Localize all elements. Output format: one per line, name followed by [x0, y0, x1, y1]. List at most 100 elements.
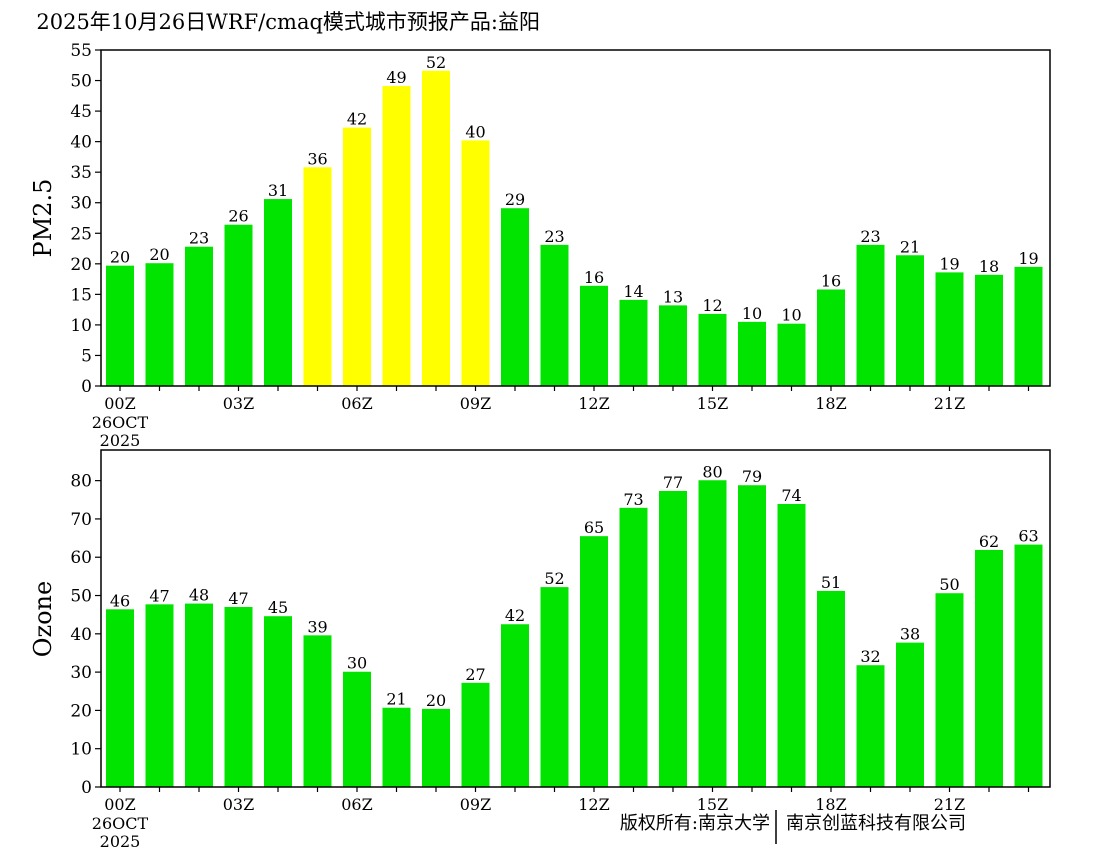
ozone-value-label: 80	[702, 462, 722, 481]
ozone-x-tick-label: 06Z	[341, 795, 372, 814]
pm25-value-label: 16	[584, 268, 604, 287]
pm25-y-tick-label: 35	[70, 163, 92, 183]
pm25-value-label: 18	[979, 257, 999, 276]
ozone-value-label: 38	[900, 625, 920, 644]
pm25-bar	[303, 167, 332, 386]
pm25-value-label: 10	[781, 306, 801, 325]
pm25-value-label: 52	[426, 53, 446, 72]
ozone-bar	[224, 607, 253, 787]
ozone-bar	[619, 507, 648, 787]
ozone-y-tick-label: 80	[70, 472, 92, 492]
pm25-bar	[935, 272, 964, 386]
pm25-bar	[975, 274, 1003, 386]
pm25-y-tick-label: 10	[70, 316, 92, 336]
ozone-value-label: 45	[268, 598, 288, 617]
pm25-value-label: 26	[228, 207, 248, 226]
ozone-x-tick-label: 00Z	[104, 795, 135, 814]
pm25-value-label: 23	[544, 227, 564, 246]
pm25-value-label: 19	[1018, 249, 1038, 268]
pm25-bar	[856, 244, 885, 386]
ozone-value-label: 32	[860, 647, 880, 666]
ozone-value-label: 20	[426, 691, 446, 710]
pm25-value-label: 19	[939, 254, 959, 273]
ozone-bar	[777, 503, 806, 787]
ozone-value-label: 73	[623, 490, 643, 509]
ozone-value-label: 27	[465, 665, 485, 684]
pm25-bar	[896, 255, 924, 386]
ozone-bar	[1014, 544, 1043, 787]
pm25-bar	[185, 246, 213, 386]
ozone-bar	[698, 480, 727, 787]
pm25-chart: 20 20 23 26 31 36 42 49 52 40 29 23 16 14 13 12 10 10 16 23…	[29, 41, 1051, 450]
ozone-value-label: 47	[149, 586, 169, 605]
pm25-y-tick-label: 40	[70, 133, 92, 153]
pm25-x-tick-label: 06Z	[341, 394, 372, 413]
ozone-bar	[145, 604, 174, 787]
pm25-bar	[698, 313, 727, 386]
pm25-x-tick-label: 21Z	[934, 394, 965, 413]
ozone-value-label: 63	[1018, 527, 1038, 546]
ozone-bar	[185, 603, 213, 787]
ozone-x-date-label: 26OCT	[92, 814, 149, 833]
ozone-bar	[580, 536, 608, 787]
pm25-value-label: 23	[189, 229, 209, 248]
pm25-x-date-label: 26OCT	[92, 413, 149, 432]
pm25-y-tick-label: 55	[70, 41, 92, 61]
pm25-bar	[106, 265, 134, 386]
pm25-bar	[461, 140, 490, 386]
ozone-value-label: 46	[110, 591, 130, 610]
pm25-value-label: 31	[268, 181, 288, 200]
ozone-value-label: 65	[584, 518, 604, 537]
ozone-y-tick-label: 20	[70, 701, 92, 721]
pm25-x-tick-label: 15Z	[697, 394, 728, 413]
pm25-x-date-label: 2025	[100, 431, 141, 450]
pm25-bar	[738, 321, 766, 386]
pm25-x-tick-label: 09Z	[460, 394, 491, 413]
ozone-plot-frame	[100, 449, 1051, 788]
ozone-value-label: 52	[544, 569, 564, 588]
ozone-y-tick-label: 10	[70, 740, 92, 760]
ozone-bar	[422, 708, 450, 787]
pm25-bar	[619, 299, 648, 386]
ozone-x-tick-label: 12Z	[578, 795, 609, 814]
pm25-x-tick-label: 18Z	[815, 394, 846, 413]
ozone-y-tick-label: 40	[70, 625, 92, 645]
pm25-value-label: 29	[505, 190, 525, 209]
pm25-value-label: 40	[465, 122, 485, 141]
pm25-bar	[264, 199, 292, 386]
ozone-bar	[303, 635, 332, 787]
ozone-value-label: 48	[189, 586, 209, 605]
pm25-bar	[145, 263, 174, 386]
pm25-value-label: 16	[821, 271, 841, 290]
ozone-value-label: 74	[781, 486, 801, 505]
copyright-right: 南京创蓝科技有限公司	[786, 813, 966, 834]
pm25-bar	[224, 224, 253, 386]
pm25-x-tick-label: 12Z	[578, 394, 609, 413]
ozone-bar	[461, 682, 490, 787]
pm25-bar	[382, 86, 411, 386]
pm25-value-label: 20	[149, 245, 169, 264]
ozone-value-label: 39	[307, 617, 327, 636]
figure-title: 2025年10月26日WRF/cmaq模式城市预报产品:	[36, 10, 498, 34]
ozone-value-label: 79	[742, 467, 762, 486]
ozone-x-tick-label: 21Z	[934, 795, 965, 814]
pm25-bar	[817, 289, 845, 386]
ozone-y-tick-label: 70	[70, 510, 92, 530]
ozone-bar	[975, 549, 1003, 787]
ozone-x-tick-label: 09Z	[460, 795, 491, 814]
pm25-value-label: 13	[663, 287, 683, 306]
ozone-bar	[935, 593, 964, 787]
ozone-y-tick-label: 30	[70, 663, 92, 683]
ozone-bar	[501, 624, 529, 787]
ozone-bar	[264, 616, 292, 787]
ozone-y-tick-label: 0	[81, 778, 92, 798]
ozone-value-label: 30	[347, 654, 367, 673]
ozone-value-label: 51	[821, 573, 841, 592]
pm25-x-tick-label: 03Z	[223, 394, 254, 413]
pm25-value-label: 21	[900, 237, 920, 256]
pm25-value-label: 20	[110, 248, 130, 267]
pm25-value-label: 36	[307, 149, 327, 168]
pm25-y-tick-label: 0	[81, 377, 92, 397]
ozone-value-label: 62	[979, 532, 999, 551]
